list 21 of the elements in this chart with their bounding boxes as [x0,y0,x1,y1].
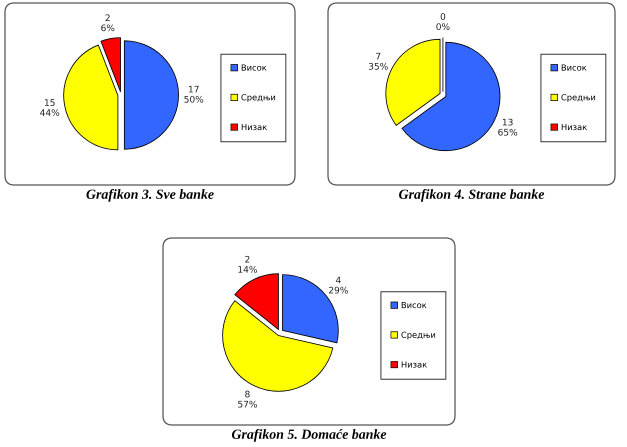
text: Grafikon 3. Sve banke [86,189,214,202]
data-label: 2 6% [101,14,114,32]
data-label: 2 14% [238,256,257,273]
data-label: 17 50% [184,86,204,103]
legend-label: Висок [242,64,266,71]
data-label: 8 57% [238,390,257,408]
data-label: 7 35% [368,52,388,70]
text: Grafikon 4. Strane banke [399,189,544,202]
text: 0 0% [436,13,450,30]
legend-label: Висок [562,64,586,71]
legend-label: Средњи [561,94,596,102]
legend-label: Висок [402,302,426,308]
legend-label: Средњи [401,332,436,340]
legend-label: Средњи [241,94,276,102]
legend-label: Низак [242,124,267,130]
legend-label: Низак [562,124,587,130]
data-label: 15 44% [40,99,60,116]
data-label: 13 65% [498,118,518,136]
data-label: 4 29% [328,276,348,294]
text: Grafikon 5. Domaće banke [232,429,386,442]
legend-label: Низак [402,361,427,368]
